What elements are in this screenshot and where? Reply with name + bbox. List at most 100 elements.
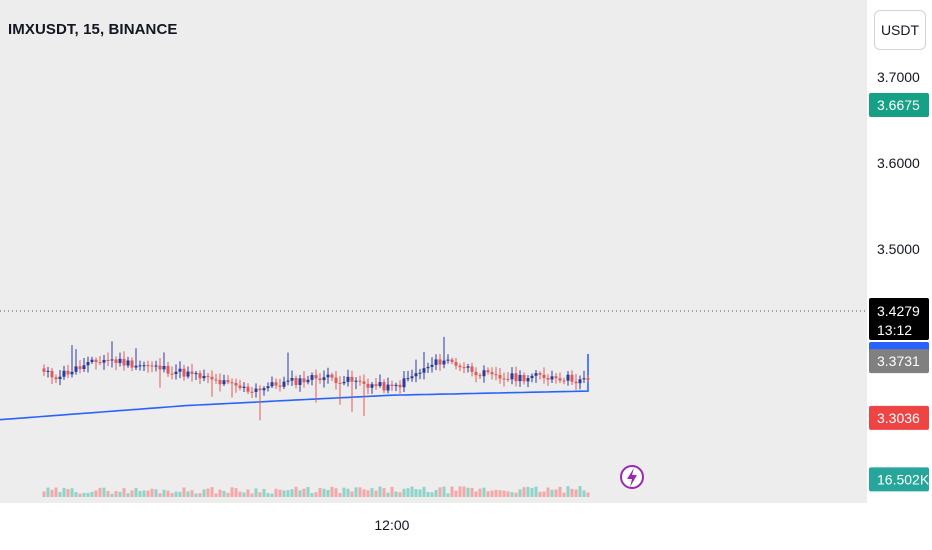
volume-bar [494, 489, 498, 497]
candle-body [426, 366, 430, 369]
volume-bar [334, 488, 338, 497]
time-axis-svg: 12:0018:002006:0012:0018:002106:00 [374, 517, 409, 533]
target-price-badge [869, 92, 929, 117]
candle-body [82, 365, 86, 370]
price-chart-svg[interactable] [0, 0, 867, 503]
price-tick-label: 3.6000 [877, 155, 920, 171]
volume-bar [258, 492, 262, 497]
candle-body [194, 373, 198, 375]
time-tick-label: 12:00 [374, 517, 409, 533]
volume-bar [222, 490, 226, 497]
volume-bar [358, 487, 362, 497]
stop-price-label: 3.3036 [877, 410, 920, 426]
volume-bar [150, 488, 154, 497]
candle-body [514, 373, 518, 382]
volume-value-badge [869, 467, 929, 492]
volume-bar [290, 489, 294, 497]
volume-bar [158, 493, 162, 497]
candle-body [294, 378, 298, 385]
volume-bar [302, 488, 306, 497]
candle-body [502, 378, 506, 380]
candle-body [230, 382, 234, 384]
volume-bar [562, 492, 566, 497]
lightning-bolt-icon[interactable] [620, 465, 644, 489]
volume-bar [586, 492, 590, 497]
volume-bar [270, 493, 274, 497]
candle-body [410, 376, 414, 379]
volume-bar [174, 491, 178, 497]
volume-bar [550, 489, 554, 497]
candle-body [66, 370, 70, 375]
volume-bar [254, 488, 258, 497]
price-axis[interactable]: 3.70003.60003.50003.66753.427913:123.377… [867, 0, 932, 503]
volume-bar [382, 488, 386, 497]
volume-bar [442, 486, 446, 497]
volume-bar [570, 488, 574, 497]
stop-price-badge [869, 405, 929, 430]
candle-body [166, 366, 170, 374]
candle-body [534, 373, 538, 376]
candle-body [54, 377, 58, 380]
volume-bar [430, 492, 434, 497]
candle-body [406, 378, 410, 380]
candle-body [190, 371, 194, 374]
symbol-title[interactable]: IMXUSDT, 15, BINANCE [8, 21, 178, 38]
volume-bar [98, 487, 102, 497]
volume-bar [214, 493, 218, 497]
volume-bar [198, 493, 202, 497]
candle-body [330, 374, 334, 378]
volume-bar [518, 489, 522, 497]
axis-corner [867, 503, 932, 550]
candle-body [86, 362, 90, 366]
volume-bar [314, 492, 318, 497]
volume-bar [458, 486, 462, 497]
candle-body [366, 383, 370, 388]
candle-body [562, 380, 566, 382]
candle-body [290, 378, 294, 381]
volume-bar [390, 486, 394, 497]
candle-body [486, 370, 490, 373]
volume-bar [286, 490, 290, 497]
volume-bar [294, 486, 298, 497]
volume-bar [230, 487, 234, 497]
volume-bar [202, 489, 206, 497]
candle-body [78, 366, 82, 370]
candle-body [46, 370, 50, 372]
candle-body [206, 375, 210, 377]
moving-average-line [0, 354, 589, 421]
candle-body [494, 374, 498, 376]
candle-body [418, 372, 422, 374]
countdown-label: 13:12 [877, 322, 912, 338]
candle-body [350, 376, 354, 382]
candle-body [174, 371, 178, 375]
candle-body [422, 368, 426, 373]
candle-body [146, 365, 150, 367]
volume-bar [354, 487, 358, 497]
candle-body [462, 367, 466, 369]
candle-body [358, 380, 362, 382]
candle-body [442, 360, 446, 365]
candle-body [586, 378, 590, 380]
candle-body [446, 359, 450, 361]
time-axis[interactable]: 12:0018:002006:0012:0018:002106:00 [0, 503, 867, 550]
candle-body [538, 373, 542, 375]
candle-body [478, 375, 482, 377]
volume-bar [162, 489, 166, 497]
currency-button[interactable]: USDT [874, 10, 926, 50]
volume-bar [250, 493, 254, 497]
candle-body [150, 365, 154, 367]
volume-bar [466, 487, 470, 497]
candle-body [454, 362, 458, 366]
volume-bar [418, 489, 422, 497]
candle-body [546, 378, 550, 380]
volume-bar [138, 491, 142, 497]
candle-body [506, 378, 510, 380]
candle-body [98, 362, 102, 364]
volume-bar [242, 492, 246, 497]
volume-bar [326, 490, 330, 497]
volume-bar [210, 487, 214, 497]
candle-body [578, 379, 582, 384]
price-chart-pane[interactable] [0, 0, 867, 503]
candle-body [574, 381, 578, 384]
volume-bar [110, 493, 114, 497]
